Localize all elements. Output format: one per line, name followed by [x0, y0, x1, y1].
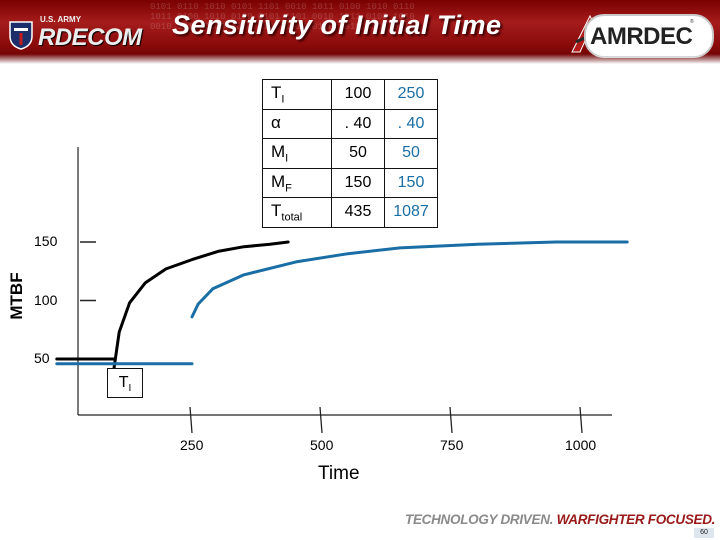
- parameter-row: α . 40. 40: [262, 108, 438, 139]
- y-tick-label: 50: [34, 350, 50, 366]
- x-tick-mark: [189, 406, 193, 434]
- parameter-symbol: T: [271, 201, 282, 221]
- x-tick-mark: [319, 406, 323, 434]
- y-tick-label: 100: [34, 291, 58, 308]
- parameter-name: MI: [262, 138, 332, 169]
- x-tick-label: 500: [310, 437, 334, 453]
- y-tick-label: 150: [34, 233, 58, 249]
- tagline-warfighter: WARFIGHTER FOCUSED.: [556, 512, 716, 527]
- parameter-value-case2: . 40: [384, 108, 438, 139]
- x-tick-label: 1000: [565, 437, 597, 453]
- parameter-subscript: F: [285, 181, 292, 194]
- footer-tagline: TECHNOLOGY DRIVEN. WARFIGHTER FOCUSED.: [405, 512, 715, 527]
- parameter-value-case1: . 40: [331, 108, 385, 139]
- parameter-subscript: total: [281, 211, 303, 224]
- chart-series: [55, 240, 629, 370]
- parameter-value-case1: 50: [331, 138, 385, 169]
- parameter-table: TI 100 250 α. 40. 40 MI 50 50 MF 150 150 Ttotal 435…: [262, 79, 438, 228]
- parameter-symbol: M: [271, 142, 286, 162]
- chart-axes: [77, 147, 612, 434]
- series-line-4: [190, 240, 629, 319]
- us-army-label: U.S. ARMY: [40, 15, 82, 24]
- parameter-value-case2: 50: [384, 138, 438, 169]
- x-tick-mark: [579, 406, 583, 434]
- parameter-value-case2: 1087: [384, 197, 438, 228]
- y-axis-label: MTBF: [7, 272, 26, 320]
- parameter-row: TI 100 250: [262, 79, 438, 110]
- x-tick-label: 750: [440, 437, 464, 453]
- rdecom-wordmark: RDECOM: [38, 24, 142, 51]
- amrdec-wordmark: AMRDEC: [590, 23, 693, 50]
- title-banner: 0101 0110 1010 0101 1101 0010 1011 0100 …: [0, 0, 720, 64]
- parameter-value-case1: 435: [331, 197, 385, 228]
- parameter-row: MI 50 50: [262, 138, 438, 169]
- parameter-name: TI: [262, 79, 332, 110]
- annotation-subscript: I: [128, 383, 132, 395]
- parameter-subscript: I: [285, 152, 289, 165]
- parameter-row: MF 150 150: [262, 167, 438, 198]
- parameter-table-body: TI 100 250 α. 40. 40 MI 50 50 MF 150 150 Ttotal 435…: [262, 79, 438, 228]
- parameter-symbol: T: [271, 83, 282, 103]
- rdecom-logo: U.S. ARMY RDECOM: [4, 8, 162, 56]
- amrdec-logo: AMRDEC ®: [566, 8, 716, 58]
- parameter-symbol: α: [271, 112, 281, 132]
- x-tick-mark: [449, 406, 453, 434]
- parameter-value-case2: 250: [384, 79, 438, 110]
- amrdec-plate: [584, 14, 714, 58]
- parameter-name: α: [262, 108, 332, 139]
- parameter-subscript: I: [281, 93, 285, 106]
- initial-time-annotation: TI: [107, 368, 143, 398]
- parameter-row: Ttotal 435 1087: [262, 197, 438, 228]
- parameter-value-case1: 150: [331, 167, 385, 198]
- page-number: 60: [694, 528, 714, 538]
- series-line-2: [112, 240, 290, 370]
- binary-texture: 0101 0110 1010 0101 1101 0010 1011 0100 …: [150, 2, 415, 32]
- x-tick-label: 250: [180, 437, 204, 453]
- annotation-label: T: [118, 374, 129, 391]
- slide-title: Sensitivity of Initial Time: [172, 10, 502, 40]
- tagline-technology: TECHNOLOGY DRIVEN.: [405, 512, 554, 527]
- army-shield-icon: [9, 21, 33, 50]
- x-axis-label: Time: [318, 463, 360, 484]
- trademark-mark: ®: [690, 19, 694, 25]
- parameter-name: Ttotal: [262, 197, 332, 228]
- parameter-symbol: M: [271, 171, 286, 191]
